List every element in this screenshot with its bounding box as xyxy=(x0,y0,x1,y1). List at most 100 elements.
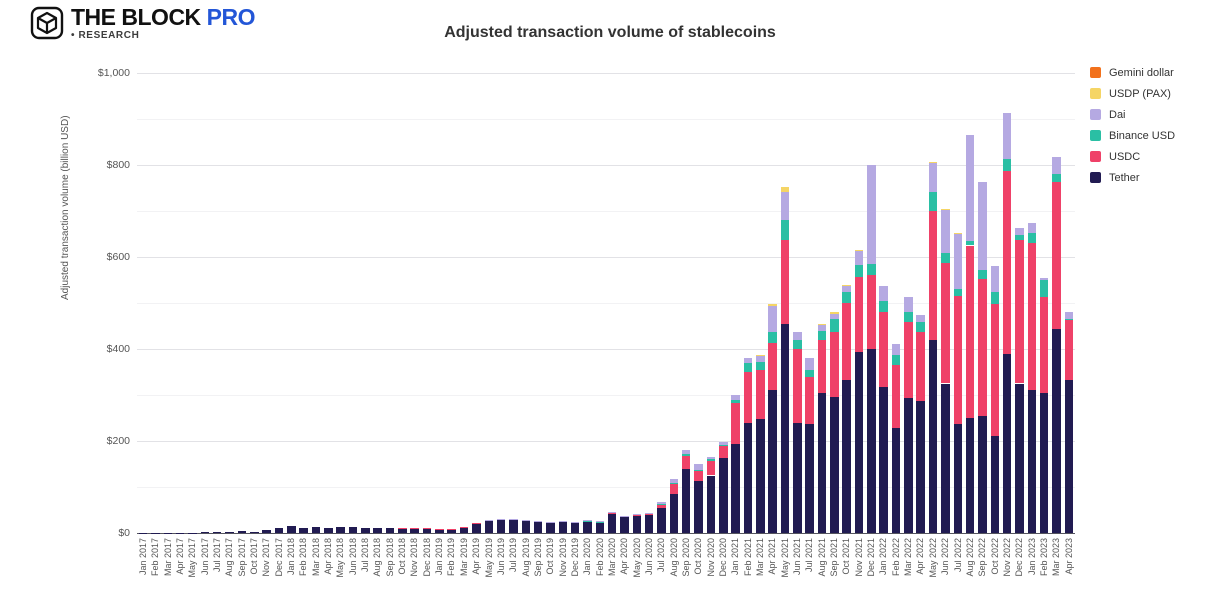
bar-segment-tether xyxy=(756,419,765,533)
x-tick-label: Jul 2018 xyxy=(360,538,371,573)
x-tick-label: Mar 2021 xyxy=(755,538,766,577)
bar-segment-tether xyxy=(694,480,703,533)
x-tick-label: Oct 2022 xyxy=(989,538,1000,575)
bar-segment-usdc xyxy=(1039,297,1049,394)
y-tick-label: $200 xyxy=(106,435,130,447)
bar-segment-tether xyxy=(410,528,419,533)
bar-segment-usdc xyxy=(595,521,605,523)
x-tick-label: Oct 2017 xyxy=(249,538,259,575)
bar-segment-dai xyxy=(990,266,1000,293)
bar-segment-usdc xyxy=(916,331,925,401)
x-tick-label: Aug 2021 xyxy=(816,538,827,577)
legend-item-usdp-pax-: USDP (PAX) xyxy=(1090,83,1175,104)
bar-segment-binance-usd xyxy=(1002,159,1012,171)
bar-segment-dai xyxy=(694,464,703,470)
bar-segment-usdc xyxy=(681,455,691,470)
bar-segment-usdc xyxy=(756,370,765,420)
x-tick-label: Sep 2017 xyxy=(236,538,247,577)
x-tick-label: Feb 2020 xyxy=(594,538,605,577)
bar-segment-tether xyxy=(965,418,975,533)
bar-segment-usdc xyxy=(1027,243,1037,390)
chart-title: Adjusted transaction volume of stablecoi… xyxy=(444,24,776,41)
x-tick-label: Sep 2019 xyxy=(532,538,543,577)
x-tick-label: Jan 2017 xyxy=(137,538,148,576)
bar-segment-binance-usd xyxy=(681,454,691,456)
brand-line: THE BLOCK PRO xyxy=(71,4,256,30)
bar-segment-tether xyxy=(274,528,284,533)
bar-segment-dai xyxy=(965,135,975,241)
legend-item-dai: Dai xyxy=(1090,104,1175,125)
bar-segment-usdc xyxy=(768,343,777,390)
bar-segment-tether xyxy=(780,324,790,533)
x-tick-label: Jan 2018 xyxy=(286,538,297,576)
bar-segment-binance-usd xyxy=(805,369,814,377)
bar-segment-tether xyxy=(1015,383,1024,533)
bar-segment-tether xyxy=(385,528,395,533)
bar-segment-dai xyxy=(681,449,691,455)
bar-segment-tether xyxy=(336,527,345,533)
x-tick-label: Jun 2021 xyxy=(792,538,803,576)
bar-segment-binance-usd xyxy=(842,292,851,303)
legend-swatch xyxy=(1090,172,1101,183)
legend-swatch xyxy=(1090,67,1101,78)
bar-segment-dai xyxy=(953,234,962,290)
bar-segment-usdc xyxy=(669,483,679,494)
bar-segment-usdc xyxy=(706,460,716,476)
x-tick-label: Jul 2017 xyxy=(211,538,222,573)
x-tick-label: Sep 2022 xyxy=(977,538,988,577)
x-tick-label: Feb 2021 xyxy=(742,538,753,577)
bar-segment-tether xyxy=(941,383,950,533)
bar-segment-tether xyxy=(348,527,358,533)
x-tick-label: May 2018 xyxy=(335,538,346,578)
bar-segment-tether xyxy=(731,444,740,533)
bar-segment-usdc xyxy=(928,210,938,341)
x-tick-label: Nov 2017 xyxy=(261,538,272,577)
bar-segment-tether xyxy=(533,521,543,533)
bar-segment-usdc xyxy=(830,331,839,398)
x-tick-label: Dec 2022 xyxy=(1014,538,1025,577)
x-tick-label: Apr 2018 xyxy=(323,538,334,575)
bar-segment-tether xyxy=(1027,389,1037,533)
bar-segment-tether xyxy=(867,349,876,533)
bar-segment-tether xyxy=(287,525,296,533)
bar-segment-binance-usd xyxy=(990,292,1000,305)
bar-segment-tether xyxy=(373,527,382,533)
bar-segment-usdc xyxy=(854,276,864,352)
x-tick-label: Jul 2019 xyxy=(508,538,519,573)
brand-sub-research: • RESEARCH xyxy=(71,30,140,41)
bar-segment-dai xyxy=(1039,277,1049,280)
bar-segment-usdc xyxy=(1064,320,1074,380)
bar-segment-usdc xyxy=(1015,239,1024,384)
bar-segment-usdc xyxy=(620,516,629,518)
bar-segment-binance-usd xyxy=(941,252,950,263)
x-tick-label: Dec 2018 xyxy=(421,538,432,577)
bar-segment-tether xyxy=(459,527,469,533)
legend-swatch xyxy=(1090,109,1101,120)
bar-segment-usdc xyxy=(793,348,802,424)
legend-swatch xyxy=(1090,151,1101,162)
bar-segment-tether xyxy=(472,523,481,533)
x-tick-label: May 2019 xyxy=(483,538,494,578)
x-tick-label: May 2022 xyxy=(927,538,938,578)
bar-segment-dai xyxy=(904,297,913,313)
bar-segment-tether xyxy=(583,521,592,533)
bar-segment-usdc xyxy=(632,514,642,516)
bar-segment-usdp-pax- xyxy=(780,186,790,193)
bar-segment-usdp-pax- xyxy=(756,354,765,356)
chart-legend: Gemini dollar USDP (PAX) Dai Binance USD USD… xyxy=(1090,62,1175,188)
x-tick-label: Jun 2022 xyxy=(940,538,951,576)
x-tick-label: Feb 2018 xyxy=(298,538,309,577)
bar-segment-usdp-pax- xyxy=(953,233,962,234)
bar-segment-tether xyxy=(632,515,642,533)
bar-segment-tether xyxy=(719,457,728,533)
bar-segment-binance-usd xyxy=(817,330,827,341)
bar-segment-binance-usd xyxy=(830,319,839,332)
x-tick-label: Jul 2021 xyxy=(804,538,815,573)
x-tick-label: Mar 2019 xyxy=(458,538,469,577)
y-tick-label: $0 xyxy=(118,527,130,539)
x-tick-label: Nov 2020 xyxy=(705,538,716,577)
x-tick-label: Mar 2018 xyxy=(310,538,321,577)
bar-segment-tether xyxy=(262,530,271,533)
bar-segment-tether xyxy=(990,435,1000,533)
bar-segment-tether xyxy=(546,522,555,533)
